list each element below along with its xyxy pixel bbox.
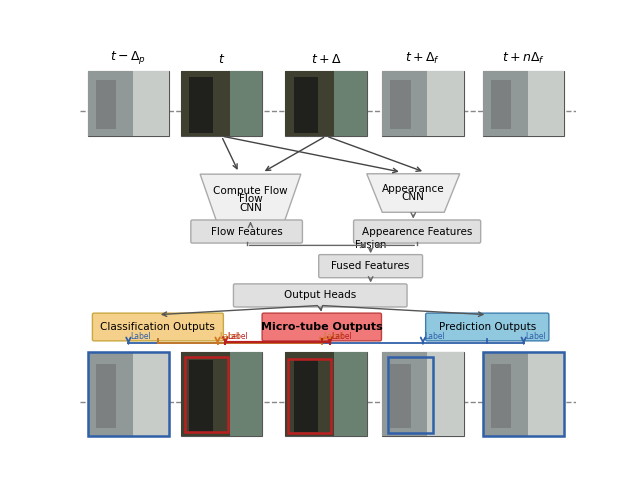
Bar <box>334 70 367 136</box>
Bar <box>186 357 228 431</box>
FancyBboxPatch shape <box>262 313 381 341</box>
Bar <box>180 70 262 136</box>
Bar <box>382 70 427 136</box>
Bar <box>483 70 564 136</box>
Bar <box>88 352 132 436</box>
Text: Label: Label <box>525 332 546 341</box>
Text: $t + \Delta_f$: $t + \Delta_f$ <box>405 51 440 66</box>
Polygon shape <box>367 174 460 212</box>
FancyBboxPatch shape <box>426 313 549 341</box>
Bar <box>334 352 367 436</box>
Text: Label: Label <box>332 332 352 341</box>
Bar <box>88 352 169 436</box>
Text: Flow Features: Flow Features <box>211 226 282 237</box>
Bar <box>528 352 564 436</box>
Bar <box>132 352 169 436</box>
Bar <box>96 365 116 428</box>
Bar <box>180 352 230 436</box>
Text: $t - \Delta_p$: $t - \Delta_p$ <box>110 49 147 66</box>
Bar <box>230 70 262 136</box>
Bar <box>382 70 463 136</box>
Bar <box>483 352 564 436</box>
Bar <box>388 357 433 433</box>
Bar <box>294 77 318 133</box>
Text: Label: Label <box>424 332 445 341</box>
FancyBboxPatch shape <box>319 255 422 277</box>
Text: $t + n\Delta_f$: $t + n\Delta_f$ <box>502 51 545 66</box>
Bar <box>483 352 528 436</box>
Bar <box>189 360 213 432</box>
Bar <box>88 70 169 136</box>
Bar <box>132 70 169 136</box>
Bar <box>285 352 367 436</box>
Text: Compute Flow: Compute Flow <box>213 185 288 196</box>
Text: Label: Label <box>219 332 240 341</box>
Bar <box>180 70 230 136</box>
Bar <box>390 365 411 428</box>
Bar <box>96 80 116 129</box>
FancyBboxPatch shape <box>234 284 407 307</box>
Bar <box>390 80 411 129</box>
Text: Flow: Flow <box>239 194 262 204</box>
Bar <box>294 360 318 432</box>
Bar <box>180 352 262 436</box>
Text: CNN: CNN <box>239 203 262 213</box>
FancyBboxPatch shape <box>353 220 481 243</box>
Bar <box>230 352 262 436</box>
Text: Output Heads: Output Heads <box>284 290 356 301</box>
Bar <box>382 352 463 436</box>
Text: Fusion: Fusion <box>355 240 387 250</box>
Text: $t$: $t$ <box>218 53 225 66</box>
Text: CNN: CNN <box>402 192 425 202</box>
Bar <box>427 70 463 136</box>
Bar <box>88 70 132 136</box>
Text: Appearence Features: Appearence Features <box>362 226 472 237</box>
Text: Label: Label <box>227 332 248 341</box>
Text: Prediction Outputs: Prediction Outputs <box>438 322 536 332</box>
Bar <box>491 365 511 428</box>
Bar <box>285 70 367 136</box>
Bar <box>285 70 334 136</box>
FancyBboxPatch shape <box>92 313 223 341</box>
Text: Classification Outputs: Classification Outputs <box>100 322 215 332</box>
Bar <box>483 352 564 436</box>
Bar <box>528 70 564 136</box>
Bar <box>382 352 427 436</box>
Text: Appearance: Appearance <box>382 184 445 194</box>
Bar <box>491 80 511 129</box>
Bar <box>289 359 331 433</box>
Bar <box>427 352 463 436</box>
Bar <box>189 77 213 133</box>
Bar <box>483 70 528 136</box>
Polygon shape <box>200 174 301 224</box>
Text: $t + \Delta$: $t + \Delta$ <box>310 53 341 66</box>
FancyBboxPatch shape <box>191 220 303 243</box>
Text: Fused Features: Fused Features <box>332 261 410 271</box>
Bar <box>88 352 169 436</box>
Text: Label: Label <box>324 332 344 341</box>
Bar <box>285 352 334 436</box>
Text: Label: Label <box>130 332 151 341</box>
Text: Micro-tube Outputs: Micro-tube Outputs <box>261 322 383 332</box>
